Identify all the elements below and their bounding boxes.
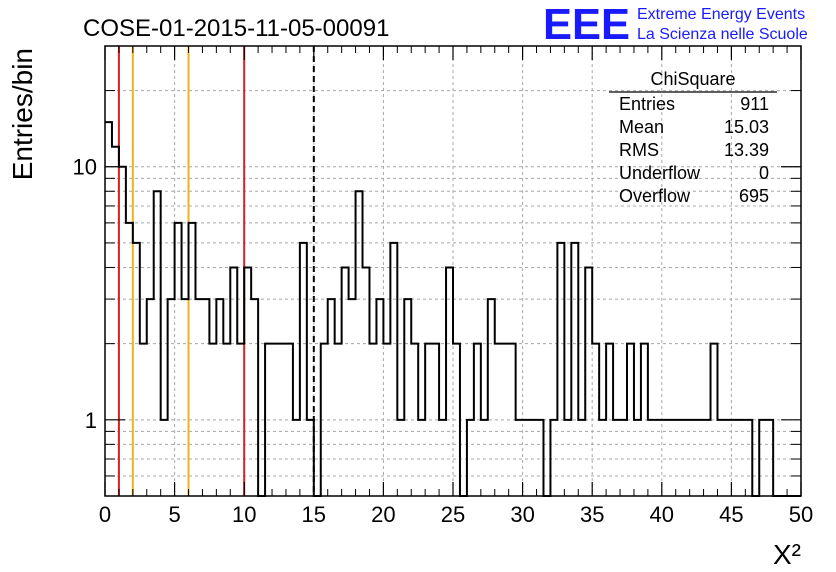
x-tick-label: 10 [232,502,256,527]
x-tick-label: 30 [510,502,534,527]
logo-mark: EEE [543,0,630,49]
y-tick-label: 10 [73,155,97,180]
x-tick-label: 35 [580,502,604,527]
stats-row-value: 0 [759,163,769,183]
logo-line-1: Extreme Energy Events [637,6,805,23]
stats-row-label: Overflow [619,186,691,206]
x-axis-label: X² [773,539,801,570]
x-tick-label: 0 [99,502,111,527]
x-tick-label: 40 [650,502,674,527]
histogram-series [105,121,801,497]
stats-row-label: Entries [619,94,675,114]
y-axis-ticks: 1 10 [73,90,801,477]
chart-title: COSE-01-2015-11-05-00091 [83,15,389,42]
reference-lines [117,46,315,496]
x-tick-label: 5 [168,502,180,527]
eee-logo: EEE Extreme Energy Events La Scienza nel… [543,0,808,49]
y-axis-label: Entries/bin [7,48,38,180]
stats-row-value: 13.39 [724,140,769,160]
stats-row-value: 911 [740,94,769,114]
stats-row-label: RMS [619,140,659,160]
stats-box: ChiSquare Entries 911 Mean 15.03 RMS 13.39 Und… [609,69,777,206]
x-tick-label: 15 [302,502,326,527]
stats-row-label: Mean [619,117,664,137]
logo-line-2: La Scienza nelle Scuole [637,26,808,43]
x-tick-label: 25 [441,502,465,527]
y-tick-label: 1 [85,408,97,433]
x-tick-label: 50 [789,502,813,527]
stats-row-value: 15.03 [724,117,769,137]
x-tick-label: 45 [719,502,743,527]
stats-row-value: 695 [739,186,769,206]
stats-title: ChiSquare [650,69,735,89]
x-axis-ticks: 0 5 10 15 20 25 30 35 40 45 50 [99,46,813,527]
x-tick-label: 20 [371,502,395,527]
stats-row-label: Underflow [619,163,701,183]
